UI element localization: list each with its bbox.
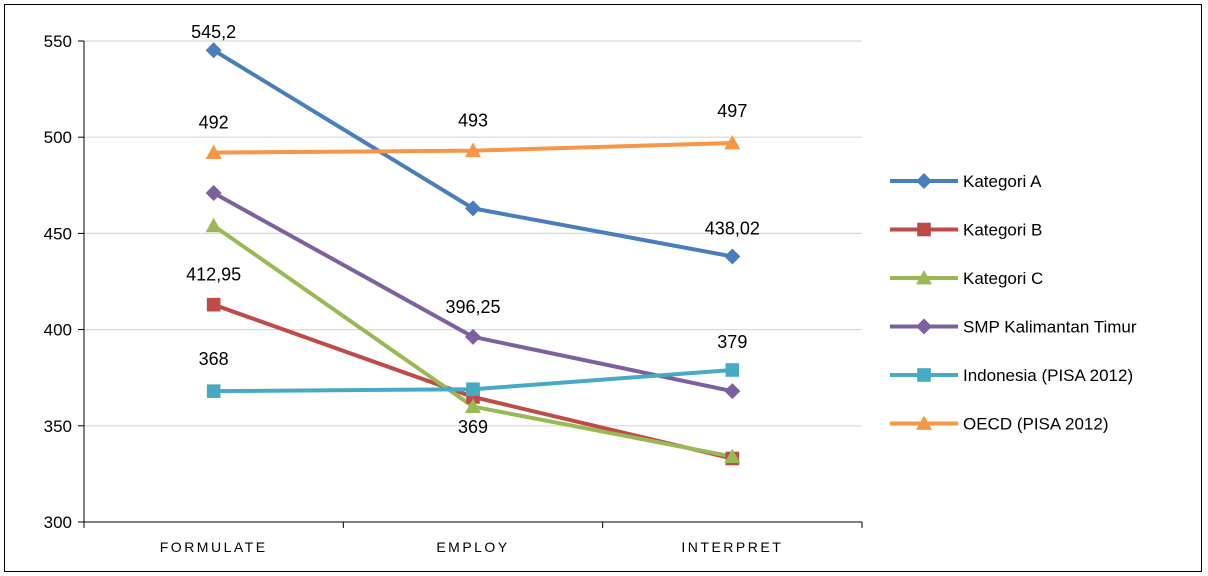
legend-label: SMP Kalimantan Timur [963,318,1137,337]
legend-marker [916,173,932,189]
legend: Kategori A Kategori B Kategori C SMP Kalima… [890,172,1137,434]
data-point [466,382,480,397]
data-point [465,142,481,158]
data-label: 545,2 [191,22,236,42]
data-point [724,248,741,265]
series-markers [205,42,741,466]
data-label: 369 [458,417,488,437]
chart-frame [4,4,1202,572]
y-tick-label: 500 [44,128,72,147]
data-point [206,297,221,312]
legend-marker [917,368,931,382]
x-axis-ticks: FORMULATE EMPLOY INTERPRET [83,522,863,555]
data-point [725,363,740,377]
legend-marker [916,270,932,285]
data-label: 396,25 [445,297,500,317]
data-point [465,200,481,217]
data-point [724,448,741,463]
data-point [205,42,222,59]
legend-item: SMP Kalimantan Timur [890,318,1137,337]
legend-label: Kategori A [963,172,1042,191]
y-tick-label: 350 [44,417,72,436]
legend-marker [916,318,932,335]
legend-item: Kategori C [890,269,1043,288]
legend-label: OECD (PISA 2012) [963,415,1109,434]
data-point [205,217,222,233]
legend-marker [916,415,932,430]
data-label: 438,02 [705,218,760,238]
data-label: 493 [458,111,488,131]
data-point [206,384,221,398]
legend-item: Kategori A [890,172,1042,191]
data-point [724,383,741,400]
data-point [465,398,481,413]
y-tick-label: 300 [44,513,72,532]
legend-marker [917,222,931,237]
y-axis-ticks: 300 350 400 450 500 550 [44,32,84,532]
x-category-label: EMPLOY [436,539,509,555]
data-point [205,144,222,159]
legend-label: Kategori C [963,269,1043,288]
y-tick-label: 400 [44,321,72,340]
data-label: 492 [199,113,229,133]
legend-item: Kategori B [890,221,1042,240]
data-point [205,184,222,201]
data-point [724,134,741,150]
legend-item: Indonesia (PISA 2012) [890,366,1133,385]
legend-item: OECD (PISA 2012) [890,415,1109,434]
y-tick-label: 550 [44,32,72,51]
legend-label: Kategori B [963,221,1042,240]
data-labels: 545,2 438,02 412,95 396,25 368 369 379 492 493 49… [186,22,760,437]
y-tick-label: 450 [44,224,72,243]
data-label: 497 [717,101,747,121]
data-label: 379 [717,332,747,352]
data-label: 412,95 [186,265,241,285]
x-category-label: FORMULATE [160,539,268,555]
series-line [211,190,735,394]
data-label: 368 [199,349,229,369]
axes [83,41,862,523]
data-point [465,328,481,345]
x-category-label: INTERPRET [681,539,783,555]
legend-label: Indonesia (PISA 2012) [963,366,1133,385]
